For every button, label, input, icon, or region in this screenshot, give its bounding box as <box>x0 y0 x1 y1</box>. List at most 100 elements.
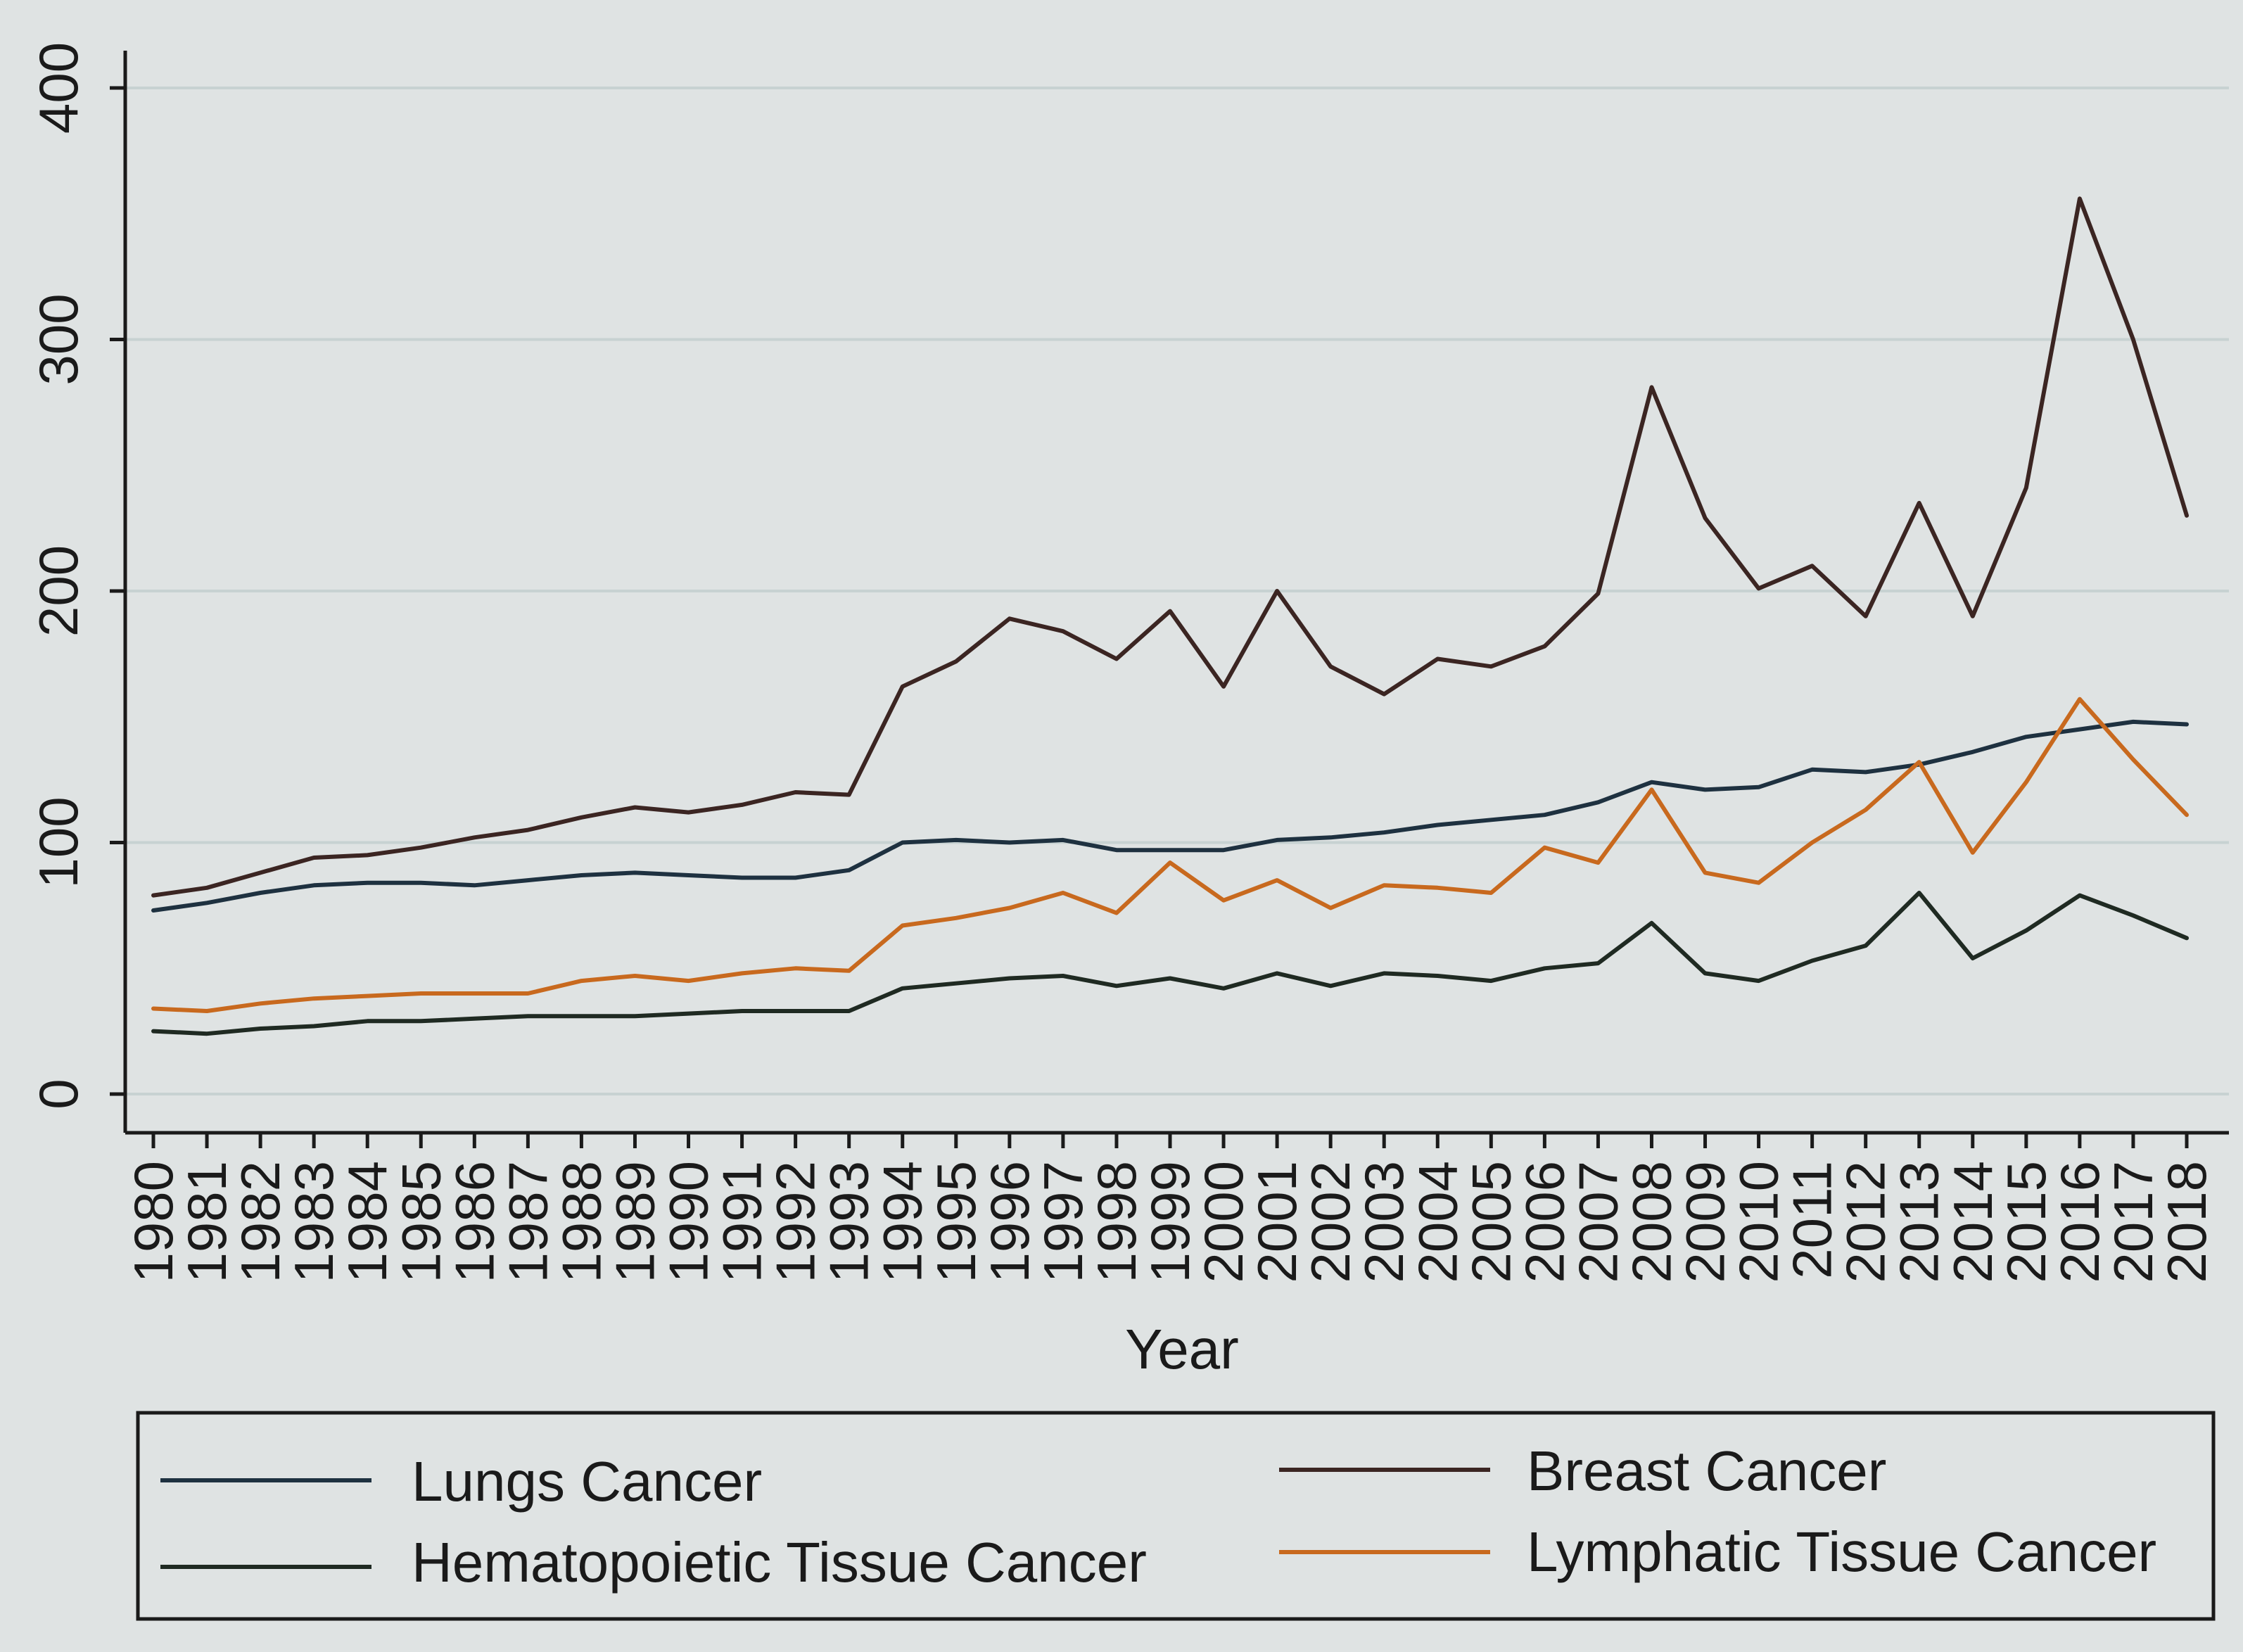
data-point-breast-cancer-2004 <box>1435 657 1440 661</box>
data-point-lungs-cancer-2001 <box>1275 838 1279 842</box>
data-point-hematopoietic-tissue-cancer-2003 <box>1382 971 1386 975</box>
data-point-lungs-cancer-1986 <box>472 883 476 887</box>
y-tick-label-400: 400 <box>27 42 89 134</box>
data-point-lymphatic-tissue-cancer-2000 <box>1221 898 1226 903</box>
data-point-lymphatic-tissue-cancer-2005 <box>1489 891 1493 895</box>
x-tick-label-1992: 1992 <box>765 1161 827 1283</box>
series-line-lungs-cancer <box>151 719 2189 913</box>
legend-box <box>136 1411 2216 1621</box>
data-point-lungs-cancer-1983 <box>312 883 316 887</box>
series-line-hematopoietic-tissue-cancer <box>151 891 2189 1036</box>
data-point-breast-cancer-1989 <box>633 805 637 809</box>
data-point-breast-cancer-1986 <box>472 835 476 839</box>
data-point-lungs-cancer-2017 <box>2131 720 2135 724</box>
data-point-hematopoietic-tissue-cancer-2007 <box>1596 961 1600 965</box>
x-tick-label-1996: 1996 <box>979 1161 1041 1283</box>
data-point-lymphatic-tissue-cancer-1997 <box>1061 891 1065 895</box>
data-point-lymphatic-tissue-cancer-2015 <box>2024 780 2028 784</box>
data-point-lymphatic-tissue-cancer-2006 <box>1542 846 1546 850</box>
data-point-lungs-cancer-1998 <box>1114 848 1119 852</box>
x-tick-label-2017: 2017 <box>2102 1161 2164 1283</box>
data-point-breast-cancer-2011 <box>1810 564 1815 568</box>
data-point-lymphatic-tissue-cancer-1996 <box>1008 906 1012 910</box>
data-point-breast-cancer-1982 <box>258 870 262 875</box>
data-point-breast-cancer-2006 <box>1542 644 1546 649</box>
data-point-lungs-cancer-2000 <box>1221 848 1226 852</box>
x-tick-label-2014: 2014 <box>1942 1161 2004 1283</box>
data-point-breast-cancer-2014 <box>1971 614 1975 618</box>
x-tick-label-1982: 1982 <box>229 1161 291 1283</box>
x-axis-title: Year <box>1125 1318 1239 1380</box>
data-point-hematopoietic-tissue-cancer-2008 <box>1649 921 1653 925</box>
data-point-hematopoietic-tissue-cancer-1995 <box>954 981 958 986</box>
x-tick-label-2009: 2009 <box>1675 1161 1736 1283</box>
y-tick-label-100: 100 <box>27 796 89 888</box>
data-point-hematopoietic-tissue-cancer-2005 <box>1489 979 1493 983</box>
y-tick-label-200: 200 <box>27 545 89 637</box>
data-point-hematopoietic-tissue-cancer-1981 <box>205 1031 209 1036</box>
data-point-lungs-cancer-2016 <box>2078 727 2082 732</box>
legend: Lungs Cancer Breast Cancer Hematopoietic T… <box>136 1411 2216 1621</box>
data-point-lymphatic-tissue-cancer-2007 <box>1596 860 1600 865</box>
data-point-breast-cancer-2001 <box>1275 589 1279 593</box>
x-tick-label-2011: 2011 <box>1781 1161 1843 1279</box>
data-point-lungs-cancer-1982 <box>258 891 262 895</box>
ticks: 0100200300400198019811982198319841985198… <box>27 42 2218 1283</box>
data-point-hematopoietic-tissue-cancer-2017 <box>2131 913 2135 917</box>
series-lines <box>151 196 2189 1036</box>
data-point-breast-cancer-1996 <box>1008 616 1012 621</box>
data-point-lungs-cancer-2015 <box>2024 735 2028 739</box>
data-point-lungs-cancer-1993 <box>847 868 851 872</box>
data-point-hematopoietic-tissue-cancer-2004 <box>1435 974 1440 978</box>
data-point-hematopoietic-tissue-cancer-2014 <box>1971 956 1975 960</box>
data-point-lymphatic-tissue-cancer-2001 <box>1275 878 1279 882</box>
x-tick-label-2008: 2008 <box>1620 1161 1682 1283</box>
x-tick-label-1985: 1985 <box>390 1161 452 1283</box>
data-point-hematopoietic-tissue-cancer-1984 <box>365 1019 369 1023</box>
data-point-hematopoietic-tissue-cancer-2013 <box>1917 891 1921 895</box>
data-point-hematopoietic-tissue-cancer-1994 <box>901 986 905 991</box>
data-point-breast-cancer-1987 <box>526 828 530 832</box>
data-point-hematopoietic-tissue-cancer-1997 <box>1061 974 1065 978</box>
data-point-lymphatic-tissue-cancer-1992 <box>794 966 798 970</box>
data-point-hematopoietic-tissue-cancer-2000 <box>1221 986 1226 991</box>
data-point-hematopoietic-tissue-cancer-1991 <box>740 1009 744 1013</box>
y-tick-label-0: 0 <box>27 1079 89 1109</box>
data-point-lungs-cancer-2005 <box>1489 818 1493 822</box>
data-point-hematopoietic-tissue-cancer-1988 <box>579 1014 583 1018</box>
x-tick-label-1981: 1981 <box>176 1161 238 1283</box>
data-point-lymphatic-tissue-cancer-1982 <box>258 1001 262 1005</box>
x-tick-label-2012: 2012 <box>1835 1161 1897 1283</box>
data-point-breast-cancer-1988 <box>579 815 583 820</box>
legend-label-lungs-cancer: Lungs Cancer <box>412 1450 762 1513</box>
data-point-breast-cancer-1998 <box>1114 657 1119 661</box>
legend-label-hematopoietic-tissue-cancer: Hematopoietic Tissue Cancer <box>412 1531 1147 1594</box>
x-tick-label-1989: 1989 <box>604 1161 666 1283</box>
data-point-breast-cancer-1994 <box>901 685 905 689</box>
x-tick-label-1997: 1997 <box>1032 1161 1094 1283</box>
data-point-lymphatic-tissue-cancer-1981 <box>205 1009 209 1013</box>
data-point-breast-cancer-1999 <box>1168 609 1172 614</box>
data-point-lungs-cancer-2007 <box>1596 800 1600 804</box>
data-point-lungs-cancer-2014 <box>1971 750 1975 754</box>
x-tick-label-1993: 1993 <box>818 1161 880 1283</box>
data-point-lymphatic-tissue-cancer-2008 <box>1649 787 1653 792</box>
data-point-lungs-cancer-1994 <box>901 841 905 845</box>
x-tick-label-1984: 1984 <box>336 1161 398 1283</box>
data-point-hematopoietic-tissue-cancer-2015 <box>2024 929 2028 933</box>
data-point-hematopoietic-tissue-cancer-1985 <box>419 1019 423 1023</box>
data-point-lungs-cancer-1987 <box>526 878 530 882</box>
data-point-lungs-cancer-1995 <box>954 838 958 842</box>
data-point-lymphatic-tissue-cancer-2017 <box>2131 758 2135 762</box>
data-point-lymphatic-tissue-cancer-1985 <box>419 991 423 996</box>
data-point-lungs-cancer-2003 <box>1382 830 1386 834</box>
data-point-lymphatic-tissue-cancer-2014 <box>1971 851 1975 855</box>
data-point-breast-cancer-2017 <box>2131 338 2135 342</box>
data-point-lymphatic-tissue-cancer-1987 <box>526 991 530 996</box>
data-point-hematopoietic-tissue-cancer-1987 <box>526 1014 530 1018</box>
legend-label-lymphatic-tissue-cancer: Lymphatic Tissue Cancer <box>1527 1520 2156 1583</box>
data-point-breast-cancer-1980 <box>151 894 155 898</box>
data-point-lungs-cancer-1985 <box>419 881 423 885</box>
